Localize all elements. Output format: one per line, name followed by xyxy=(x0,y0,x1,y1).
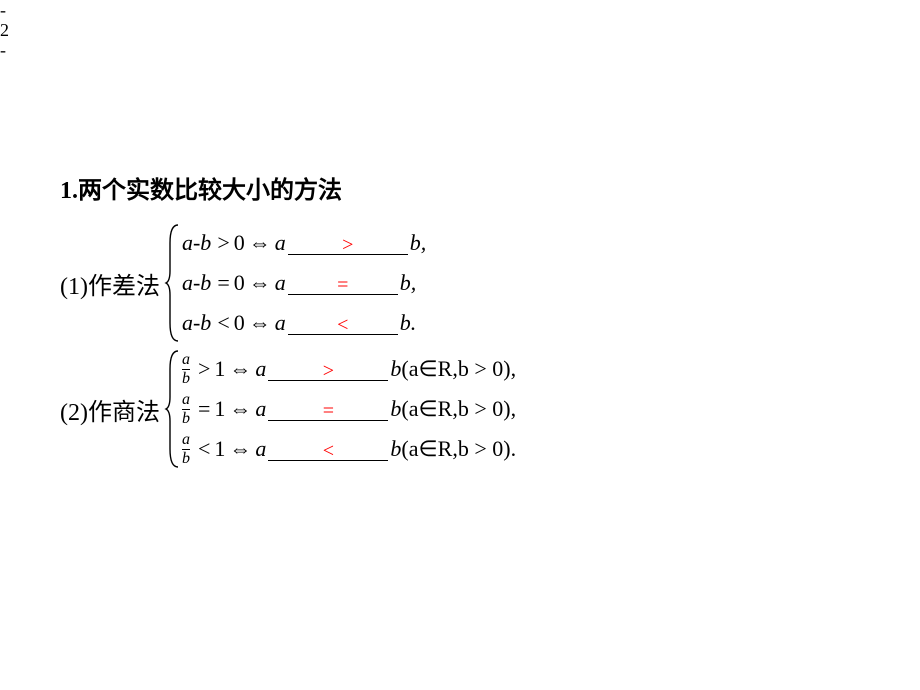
arrow-icon: ⇔ xyxy=(229,356,251,382)
zero: 0 xyxy=(234,310,245,336)
brace-icon xyxy=(164,349,182,469)
quot-line-3: a b < 1 ⇔ a < b(a∈R,b > 0). xyxy=(182,429,516,469)
answer-4: > xyxy=(323,360,334,382)
blank-4: > xyxy=(268,358,388,381)
quot-line-1: a b > 1 ⇔ a > b(a∈R,b > 0), xyxy=(182,349,516,389)
diff-line-2: a-b = 0 ⇔ a = b, xyxy=(182,263,426,303)
var-a: a xyxy=(275,310,286,336)
edge-mark-2: 2 xyxy=(0,20,9,40)
rel: > xyxy=(198,356,210,382)
tail-b: b xyxy=(390,436,401,461)
tail-b: b xyxy=(390,396,401,421)
page-edge-marks: - 2 - xyxy=(0,0,9,60)
quot-line-2: a b = 1 ⇔ a = b(a∈R,b > 0), xyxy=(182,389,516,429)
lhs: a-b xyxy=(182,310,211,336)
rel: < xyxy=(198,436,210,462)
frac-num: a xyxy=(182,432,190,448)
answer-6: < xyxy=(323,440,334,462)
arrow-icon: ⇔ xyxy=(249,270,271,296)
answer-2: = xyxy=(337,274,348,296)
diff-line-3: a-b < 0 ⇔ a < b. xyxy=(182,303,426,343)
method-1-label: (1)作差法 xyxy=(60,266,160,301)
method-1-lines: a-b > 0 ⇔ a > b, a-b = 0 ⇔ a = b, a-b < … xyxy=(182,223,426,343)
method-quotient: (2)作商法 a b > 1 ⇔ a > b(a∈R,b > 0), xyxy=(60,349,860,469)
answer-3: < xyxy=(337,314,348,336)
left-brace-1 xyxy=(164,223,182,343)
var-a: a xyxy=(275,270,286,296)
tail-2: b, xyxy=(400,270,417,296)
tail-4: b(a∈R,b > 0), xyxy=(390,356,516,382)
frac-den: b xyxy=(182,371,190,387)
arrow-icon: ⇔ xyxy=(229,436,251,462)
one: 1 xyxy=(214,436,225,462)
left-brace-2 xyxy=(164,349,182,469)
one: 1 xyxy=(214,356,225,382)
lhs: a-b xyxy=(182,230,211,256)
blank-2: = xyxy=(288,272,398,295)
frac-num: a xyxy=(182,352,190,368)
rel: = xyxy=(198,396,210,422)
method-difference: (1)作差法 a-b > 0 ⇔ a > b, a-b = 0 ⇔ a = xyxy=(60,223,860,343)
rel: > xyxy=(217,230,229,256)
var-a: a xyxy=(255,436,266,462)
fraction: a b xyxy=(182,432,190,467)
tail-5: b(a∈R,b > 0), xyxy=(390,396,516,422)
rel: = xyxy=(217,270,229,296)
blank-5: = xyxy=(268,398,388,421)
answer-5: = xyxy=(323,400,334,422)
edge-mark-1: - xyxy=(0,0,9,20)
zero: 0 xyxy=(234,230,245,256)
document-content: 1.两个实数比较大小的方法 (1)作差法 a-b > 0 ⇔ a > b, a-… xyxy=(60,170,860,475)
rel: < xyxy=(217,310,229,336)
fraction: a b xyxy=(182,392,190,427)
tail-3: b. xyxy=(400,310,417,336)
brace-icon xyxy=(164,223,182,343)
blank-1: > xyxy=(288,232,408,255)
frac-den: b xyxy=(182,451,190,467)
cond: (a∈R,b > 0). xyxy=(401,436,516,461)
blank-6: < xyxy=(268,438,388,461)
method-2-lines: a b > 1 ⇔ a > b(a∈R,b > 0), a b = 1 xyxy=(182,349,516,469)
zero: 0 xyxy=(234,270,245,296)
fraction: a b xyxy=(182,352,190,387)
method-2-label: (2)作商法 xyxy=(60,392,160,427)
frac-den: b xyxy=(182,411,190,427)
frac-num: a xyxy=(182,392,190,408)
tail-6: b(a∈R,b > 0). xyxy=(390,436,516,462)
cond: (a∈R,b > 0), xyxy=(401,396,516,421)
arrow-icon: ⇔ xyxy=(249,310,271,336)
arrow-icon: ⇔ xyxy=(249,230,271,256)
section-heading: 1.两个实数比较大小的方法 xyxy=(60,170,860,205)
arrow-icon: ⇔ xyxy=(229,396,251,422)
blank-3: < xyxy=(288,312,398,335)
lhs: a-b xyxy=(182,270,211,296)
tail-1: b, xyxy=(410,230,427,256)
var-a: a xyxy=(275,230,286,256)
var-a: a xyxy=(255,396,266,422)
tail-b: b xyxy=(390,356,401,381)
one: 1 xyxy=(214,396,225,422)
cond: (a∈R,b > 0), xyxy=(401,356,516,381)
answer-1: > xyxy=(342,234,353,256)
var-a: a xyxy=(255,356,266,382)
edge-mark-3: - xyxy=(0,40,9,60)
diff-line-1: a-b > 0 ⇔ a > b, xyxy=(182,223,426,263)
